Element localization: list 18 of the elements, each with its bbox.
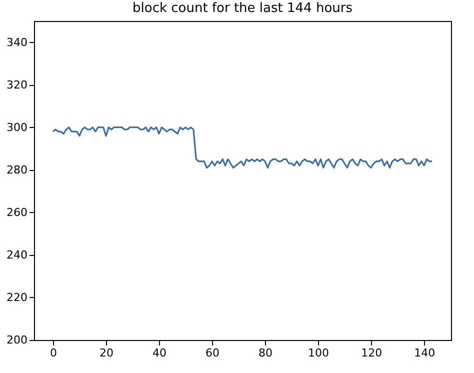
y-tick-label: 320 xyxy=(6,78,28,92)
y-tick-label: 260 xyxy=(6,206,28,219)
x-tick-label: 0 xyxy=(50,346,57,360)
line-series xyxy=(52,126,433,169)
x-tick-label: 20 xyxy=(99,346,114,360)
y-tick-label: 200 xyxy=(6,334,28,346)
x-tick-label: 60 xyxy=(206,346,220,360)
x-tick-label: 100 xyxy=(308,346,330,360)
x-tick-label: 40 xyxy=(152,346,166,360)
y-tick-label: 340 xyxy=(6,36,28,49)
y-tick-label: 220 xyxy=(6,290,28,304)
y-tick-label: 240 xyxy=(6,248,28,262)
x-tick-label: 120 xyxy=(361,346,382,360)
y-tick-label: 280 xyxy=(6,163,28,176)
x-tick-label: 140 xyxy=(414,346,436,360)
x-tick-label: 80 xyxy=(258,346,273,360)
chart-title: block count for the last 144 hours xyxy=(132,1,353,16)
y-tick-label: 300 xyxy=(6,120,28,134)
